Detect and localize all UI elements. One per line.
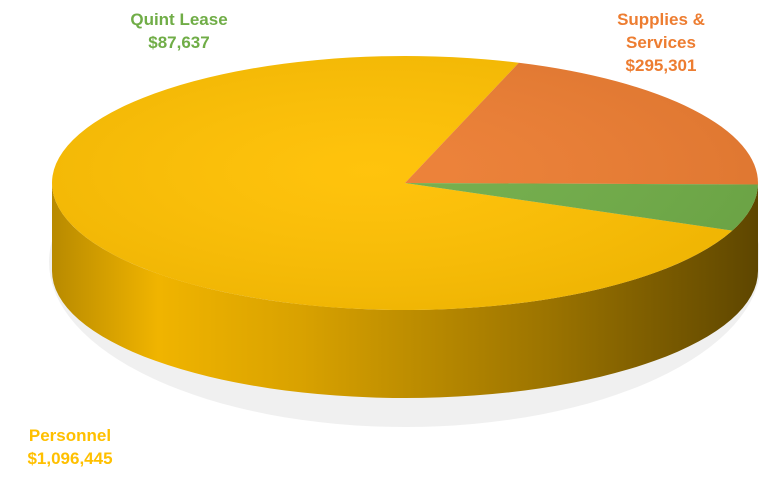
label-personnel: Personnel $1,096,445 <box>0 424 140 470</box>
pie-side-wall <box>52 183 758 398</box>
label-personnel-name: Personnel <box>28 426 112 445</box>
label-personnel-value: $1,096,445 <box>27 449 113 468</box>
label-quint-name: Quint Lease <box>130 10 228 29</box>
label-supplies-value: $295,301 <box>625 56 697 75</box>
label-quint-lease: Quint Lease $87,637 <box>104 8 254 54</box>
label-supplies-name-1: Supplies & <box>617 10 705 29</box>
label-supplies-name-2: Services <box>626 33 696 52</box>
label-quint-value: $87,637 <box>148 33 210 52</box>
label-supplies-services: Supplies & Services $295,301 <box>601 8 721 77</box>
